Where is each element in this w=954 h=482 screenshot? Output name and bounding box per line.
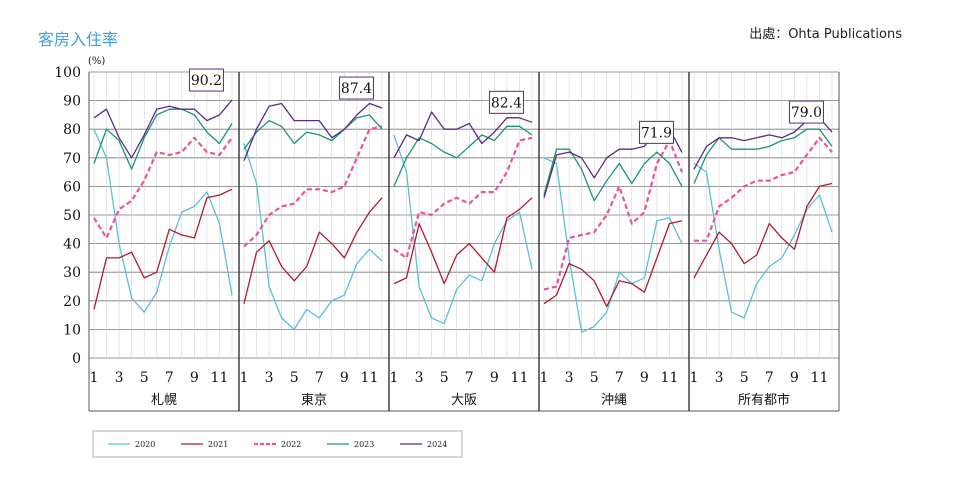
series-line-2020	[393, 134, 533, 325]
legend-label: 2020	[135, 440, 155, 449]
y-tick-label: 100	[54, 65, 81, 81]
annotation-value: 90.2	[191, 73, 222, 89]
series-line-2021	[693, 182, 833, 279]
annotation-value: 71.9	[641, 125, 672, 141]
series-line-2022	[243, 125, 383, 248]
y-tick-label: 20	[63, 294, 81, 310]
legend-label: 2024	[427, 440, 447, 449]
x-tick-label: 7	[615, 370, 624, 386]
x-tick-label: 1	[540, 370, 549, 386]
series-line-2022	[694, 136, 833, 242]
legend-label: 2021	[208, 440, 228, 449]
x-tick-label: 11	[811, 370, 829, 386]
annotation-box	[788, 100, 824, 124]
y-tick-label: 60	[63, 179, 81, 195]
x-tick-label: 3	[115, 370, 124, 386]
x-tick-label: 11	[361, 370, 379, 386]
x-tick-label: 11	[661, 370, 679, 386]
panel-label: 大阪	[451, 393, 477, 408]
series-line-2023	[693, 128, 833, 184]
x-tick-label: 5	[590, 370, 599, 386]
panel-label: 東京	[301, 392, 327, 408]
y-tick-label: 70	[63, 151, 81, 167]
x-tick-label: 7	[315, 370, 324, 386]
y-tick-label: 10	[63, 322, 81, 338]
series-line-2023	[393, 125, 533, 187]
x-tick-label: 1	[690, 370, 699, 386]
y-tick-label: 40	[63, 237, 81, 253]
annotation-value: 82.4	[491, 95, 522, 111]
y-tick-label: 0	[72, 351, 81, 367]
x-tick-label: 7	[465, 370, 474, 386]
x-tick-label: 7	[165, 370, 174, 386]
annotation-box	[188, 68, 224, 92]
annotation-value: 79.0	[791, 105, 822, 121]
x-tick-label: 1	[90, 370, 99, 386]
series-line-2020	[243, 143, 383, 331]
x-tick-label: 7	[765, 370, 774, 386]
series-line-2023	[543, 148, 683, 202]
source-credit: 出處：Ohta Publications	[749, 27, 902, 42]
annotation-value: 87.4	[341, 81, 372, 97]
series-line-2022	[93, 136, 233, 239]
x-tick-label: 3	[415, 370, 424, 386]
y-unit-label: (%)	[88, 56, 105, 67]
series-line-2023	[93, 108, 233, 170]
x-tick-label: 9	[490, 370, 499, 386]
series-line-2021	[93, 188, 233, 310]
series-line-2021	[393, 197, 533, 285]
series-line-2022	[393, 136, 533, 259]
y-tick-label: 90	[63, 94, 81, 110]
x-tick-label: 3	[715, 370, 724, 386]
x-tick-label: 1	[390, 370, 399, 386]
x-tick-label: 5	[740, 370, 749, 386]
series-line-2023	[243, 114, 383, 150]
y-tick-label: 80	[63, 122, 81, 138]
x-tick-label: 3	[265, 370, 274, 386]
series-line-2024	[93, 99, 233, 159]
x-tick-label: 11	[211, 370, 229, 386]
x-tick-label: 9	[790, 370, 799, 386]
annotation-box	[638, 120, 674, 144]
x-tick-label: 9	[190, 370, 199, 386]
series-line-2021	[243, 197, 383, 304]
x-tick-label: 5	[140, 370, 149, 386]
annotation-box	[338, 76, 374, 100]
x-tick-label: 9	[640, 370, 649, 386]
series-line-2021	[543, 220, 683, 308]
x-tick-label: 5	[440, 370, 449, 386]
x-tick-label: 1	[240, 370, 249, 386]
panel-label: 札幌	[151, 392, 177, 408]
x-tick-label: 11	[511, 370, 529, 386]
x-tick-label: 9	[340, 370, 349, 386]
series-line-2022	[543, 139, 684, 291]
annotation-box	[488, 90, 524, 114]
chart-title: 客房入住率	[38, 30, 119, 49]
legend-label: 2023	[354, 440, 374, 449]
y-tick-label: 50	[63, 208, 81, 224]
series-line-2024	[393, 111, 533, 159]
x-tick-label: 5	[290, 370, 299, 386]
y-tick-label: 30	[63, 265, 81, 281]
series-line-2024	[243, 102, 383, 161]
legend-label: 2022	[281, 440, 301, 449]
panel-label: 所有都市	[738, 392, 790, 408]
x-tick-label: 3	[565, 370, 574, 386]
panel-label: 沖縄	[601, 393, 627, 408]
